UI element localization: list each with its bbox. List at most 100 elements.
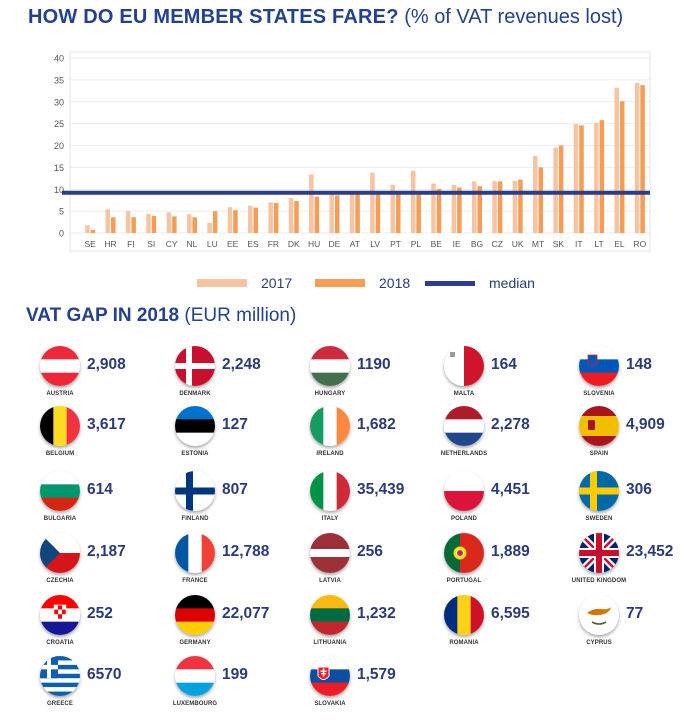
x-tick-label: RO <box>633 239 646 249</box>
bar-2017-HU <box>309 174 314 233</box>
latvia-flag <box>310 533 350 573</box>
legend-label-2018: 2018 <box>379 275 411 291</box>
bar-2018-SI <box>151 215 157 233</box>
finland-flag <box>175 471 215 511</box>
bar-2018-LV <box>375 192 381 233</box>
country-name: SWEDEN <box>585 516 613 522</box>
x-tick-label: LV <box>370 239 380 249</box>
country-croatia: 252 CROATIA <box>30 595 160 659</box>
vat-gap-value: 22,077 <box>222 605 270 622</box>
country-denmark: 2,248 DENMARK <box>165 346 295 410</box>
bar-2018-EE <box>233 210 238 233</box>
bar-2017-IT <box>573 124 579 233</box>
country-name: HUNGARY <box>314 391 346 397</box>
country-name: BELGIUM <box>45 451 75 457</box>
chart-title: HOW DO EU MEMBER STATES FARE? (% of VAT … <box>28 6 624 28</box>
bar-2018-PT <box>396 192 401 233</box>
france-flag <box>175 533 215 573</box>
sweden-flag <box>579 471 619 511</box>
italy-flag <box>310 471 350 511</box>
bar-2018-LU <box>212 211 218 233</box>
vat-gap-value: 1,889 <box>491 543 530 560</box>
country-austria: 2,908 AUSTRIA <box>30 346 160 410</box>
bar-2017-LU <box>207 222 212 233</box>
malta-flag <box>444 346 484 386</box>
y-tick-label: 10 <box>54 185 64 195</box>
bar-2017-EE <box>227 207 233 233</box>
y-tick-label: 5 <box>59 207 64 217</box>
country-lithuania: 1,232 LITHUANIA <box>300 595 430 659</box>
country-ireland: 1,682 IRELAND <box>300 406 430 470</box>
bar-2018-AT <box>355 193 360 233</box>
country-name: UNITED KINGDOM <box>571 578 627 584</box>
country-name: GREECE <box>47 701 73 707</box>
legend-label-median: median <box>489 275 535 291</box>
country-italy: 35,439 ITALY <box>300 471 430 535</box>
romania-flag <box>444 595 484 635</box>
portugal-flag <box>444 533 484 573</box>
country-hungary: 1190 HUNGARY <box>300 346 430 410</box>
y-tick-label: 20 <box>54 141 64 151</box>
x-tick-label: HR <box>104 239 116 249</box>
bar-2017-FR <box>268 202 273 233</box>
x-tick-label: HU <box>308 239 320 249</box>
x-tick-label: UK <box>512 239 524 249</box>
vat-gap-value: 23,452 <box>626 543 674 560</box>
country-name: ITALY <box>321 516 339 522</box>
country-slovenia: 148 SLOVENIA <box>569 346 699 410</box>
bar-2017-SE <box>85 225 90 233</box>
vat-gap-value: 12,788 <box>222 543 270 560</box>
bar-2017-HR <box>105 209 111 233</box>
legend-2017: 2017 <box>197 273 292 293</box>
legend-swatch-2018 <box>315 279 365 287</box>
country-name: POLAND <box>451 516 477 522</box>
bar-2018-NL <box>192 217 197 233</box>
country-finland: 807 FINLAND <box>165 471 295 535</box>
country-germany: 22,077 GERMANY <box>165 595 295 659</box>
country-name: NETHERLANDS <box>440 451 488 457</box>
vat-gap-value: 2,278 <box>491 416 530 433</box>
y-tick-label: 0 <box>59 229 64 239</box>
x-tick-label: BG <box>471 239 483 249</box>
cyprus-flag <box>579 595 619 635</box>
x-tick-label: SK <box>553 239 565 249</box>
plot-frame <box>69 51 651 252</box>
vat-gap-section-title: VAT GAP IN 2018 (EUR million) <box>26 305 297 326</box>
bar-2018-LT <box>599 120 605 233</box>
bar-2017-LT <box>594 122 599 233</box>
x-tick-label: SI <box>147 239 155 249</box>
legend-2018: 2018 <box>315 273 410 293</box>
legend-median: median <box>425 273 535 293</box>
luxembourg-flag <box>175 656 215 696</box>
bar-2018-DE <box>334 195 340 233</box>
bar-2017-DE <box>329 193 334 233</box>
x-tick-label: BE <box>431 239 443 249</box>
country-name: AUSTRIA <box>46 391 74 397</box>
bar-2018-MT <box>538 167 544 233</box>
ireland-flag <box>310 406 350 446</box>
bar-2018-SE <box>90 229 96 233</box>
x-tick-label: SE <box>85 239 97 249</box>
vat-gap-value: 1,579 <box>357 666 396 683</box>
vat-gap-value: 252 <box>87 605 113 622</box>
bar-2017-CY <box>166 212 172 233</box>
country-poland: 4,451 POLAND <box>434 471 564 535</box>
country-slovakia: 1,579 SLOVAKIA <box>300 656 430 720</box>
y-tick-label: 35 <box>54 75 64 85</box>
bar-2017-EL <box>614 87 619 233</box>
bar-2017-AT <box>349 193 355 233</box>
country-name: LATVIA <box>319 578 341 584</box>
netherlands-flag <box>444 406 484 446</box>
x-tick-label: NL <box>187 239 198 249</box>
hungary-flag <box>310 346 350 386</box>
country-name: SLOVAKIA <box>314 701 346 707</box>
country-name: ROMANIA <box>449 640 479 646</box>
country-latvia: 256 LATVIA <box>300 533 430 597</box>
bar-2018-SK <box>558 145 564 233</box>
bar-2017-DK <box>288 198 294 233</box>
x-tick-label: DK <box>288 239 300 249</box>
vat-gap-value: 1190 <box>357 356 391 373</box>
country-name: SPAIN <box>589 451 609 457</box>
vat-gap-value: 4,451 <box>491 481 530 498</box>
country-estonia: 127 ESTONIA <box>165 406 295 470</box>
